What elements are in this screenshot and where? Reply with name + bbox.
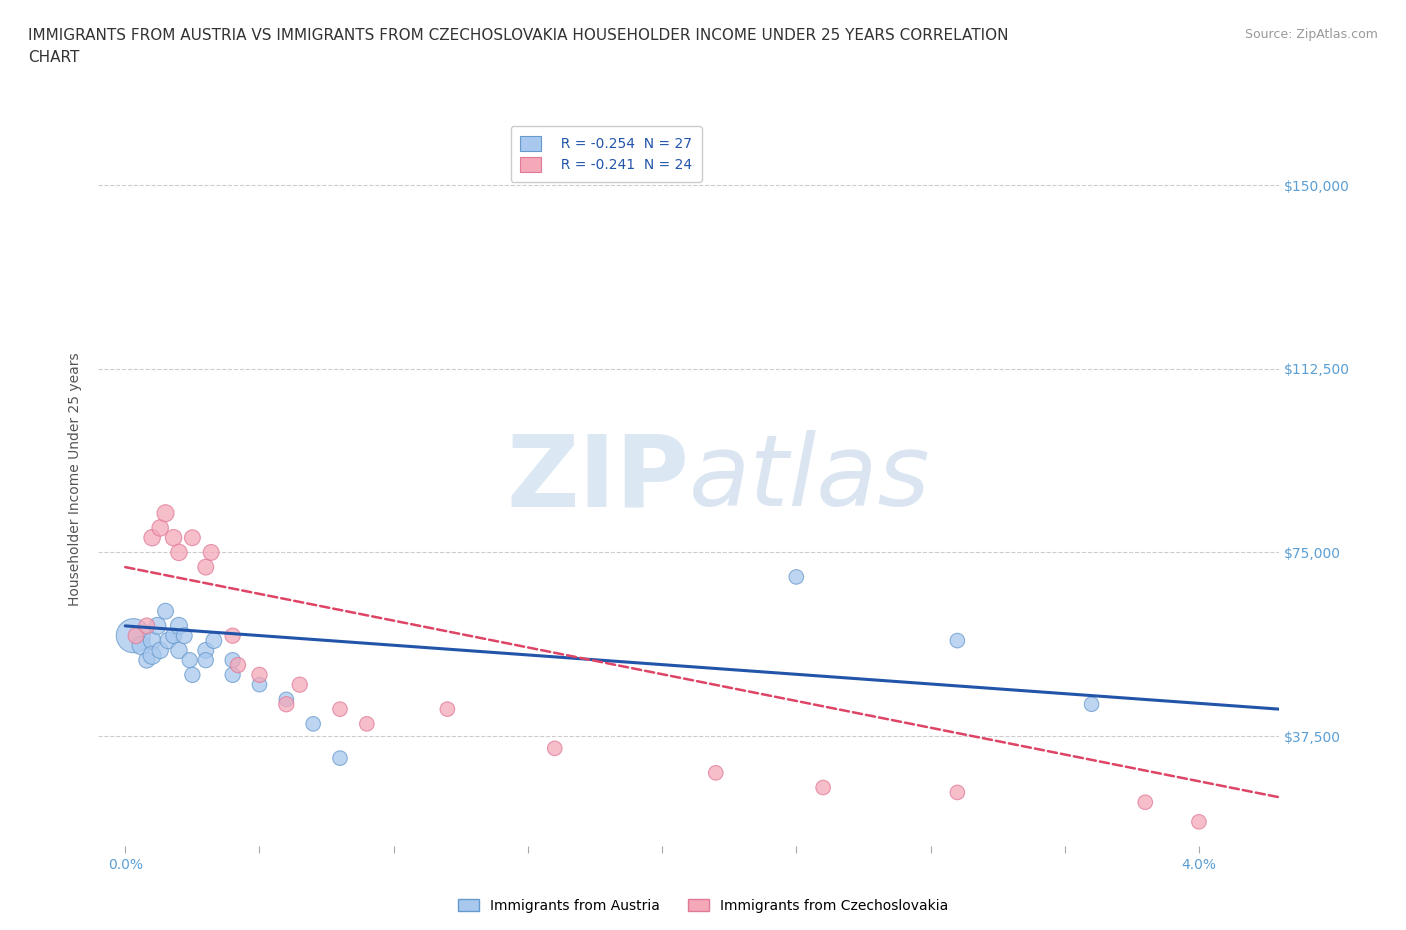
Point [162, 530, 184, 545]
Legend: Immigrants from Austria, Immigrants from Czechoslovakia: Immigrants from Austria, Immigrants from… [453, 894, 953, 919]
Point [356, 716, 378, 731]
Point [811, 780, 834, 795]
Point [149, 643, 172, 658]
Point [249, 668, 271, 683]
Point [122, 629, 145, 644]
Point [125, 629, 148, 644]
Point [135, 653, 157, 668]
Point [135, 618, 157, 633]
Point [1188, 815, 1211, 830]
Point [226, 658, 249, 672]
Point [302, 716, 325, 731]
Point [221, 629, 243, 644]
Point [149, 521, 172, 536]
Point [221, 668, 243, 683]
Legend:   R = -0.254  N = 27,   R = -0.241  N = 24: R = -0.254 N = 27, R = -0.241 N = 24 [510, 126, 702, 182]
Point [167, 545, 190, 560]
Point [141, 648, 163, 663]
Text: atlas: atlas [689, 431, 931, 527]
Text: IMMIGRANTS FROM AUSTRIA VS IMMIGRANTS FROM CZECHOSLOVAKIA HOUSEHOLDER INCOME UND: IMMIGRANTS FROM AUSTRIA VS IMMIGRANTS FR… [28, 28, 1008, 65]
Point [194, 643, 217, 658]
Point [155, 604, 177, 618]
Point [200, 545, 222, 560]
Point [276, 697, 298, 711]
Point [179, 653, 201, 668]
Point [276, 692, 298, 707]
Point [146, 618, 169, 633]
Point [181, 530, 204, 545]
Point [162, 629, 184, 644]
Point [141, 633, 163, 648]
Point [704, 765, 727, 780]
Point [249, 677, 271, 692]
Point [544, 741, 567, 756]
Point [202, 633, 225, 648]
Point [221, 653, 243, 668]
Point [785, 569, 807, 584]
Point [173, 629, 195, 644]
Point [141, 530, 163, 545]
Point [167, 618, 190, 633]
Point [157, 633, 180, 648]
Point [288, 677, 311, 692]
Point [167, 643, 190, 658]
Point [946, 633, 969, 648]
Point [436, 702, 458, 717]
Point [155, 506, 177, 521]
Point [329, 702, 352, 717]
Text: ZIP: ZIP [506, 431, 689, 527]
Point [946, 785, 969, 800]
Point [194, 560, 217, 575]
Point [1080, 697, 1102, 711]
Point [329, 751, 352, 765]
Y-axis label: Householder Income Under 25 years: Householder Income Under 25 years [69, 352, 83, 605]
Point [194, 653, 217, 668]
Text: Source: ZipAtlas.com: Source: ZipAtlas.com [1244, 28, 1378, 41]
Point [131, 638, 153, 653]
Point [1135, 795, 1157, 810]
Point [181, 668, 204, 683]
